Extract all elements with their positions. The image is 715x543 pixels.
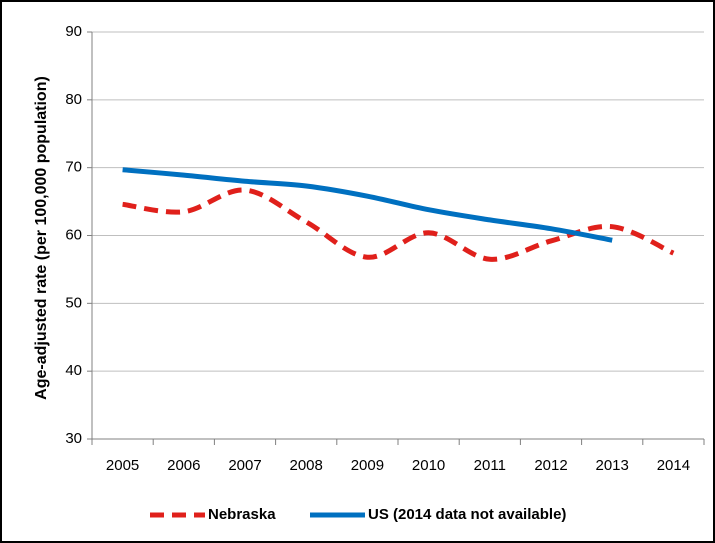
x-tick-label: 2007 bbox=[228, 457, 261, 474]
y-tick-label: 80 bbox=[65, 91, 82, 108]
y-tick-label: 50 bbox=[65, 294, 82, 311]
y-tick-label: 70 bbox=[65, 159, 82, 176]
x-tick-label: 2013 bbox=[596, 457, 629, 474]
legend-label: US (2014 data not available) bbox=[368, 506, 566, 523]
x-tick-label: 2012 bbox=[534, 457, 567, 474]
x-tick-label: 2014 bbox=[657, 457, 690, 474]
x-tick-label: 2009 bbox=[351, 457, 384, 474]
x-tick-label: 2005 bbox=[106, 457, 139, 474]
x-tick-label: 2006 bbox=[167, 457, 200, 474]
y-tick-label: 90 bbox=[65, 23, 82, 40]
x-tick-label: 2011 bbox=[474, 457, 506, 474]
series-line bbox=[122, 187, 675, 262]
y-tick-label: 40 bbox=[65, 362, 82, 379]
y-tick-label: 30 bbox=[65, 430, 82, 447]
x-tick-label: 2010 bbox=[412, 457, 445, 474]
legend-label: Nebraska bbox=[208, 506, 276, 523]
x-tick-label: 2008 bbox=[290, 457, 323, 474]
y-tick-label: 60 bbox=[65, 226, 82, 243]
y-axis-label: Age-adjusted rate (per 100,000 populatio… bbox=[33, 76, 50, 400]
series-line bbox=[122, 167, 613, 243]
